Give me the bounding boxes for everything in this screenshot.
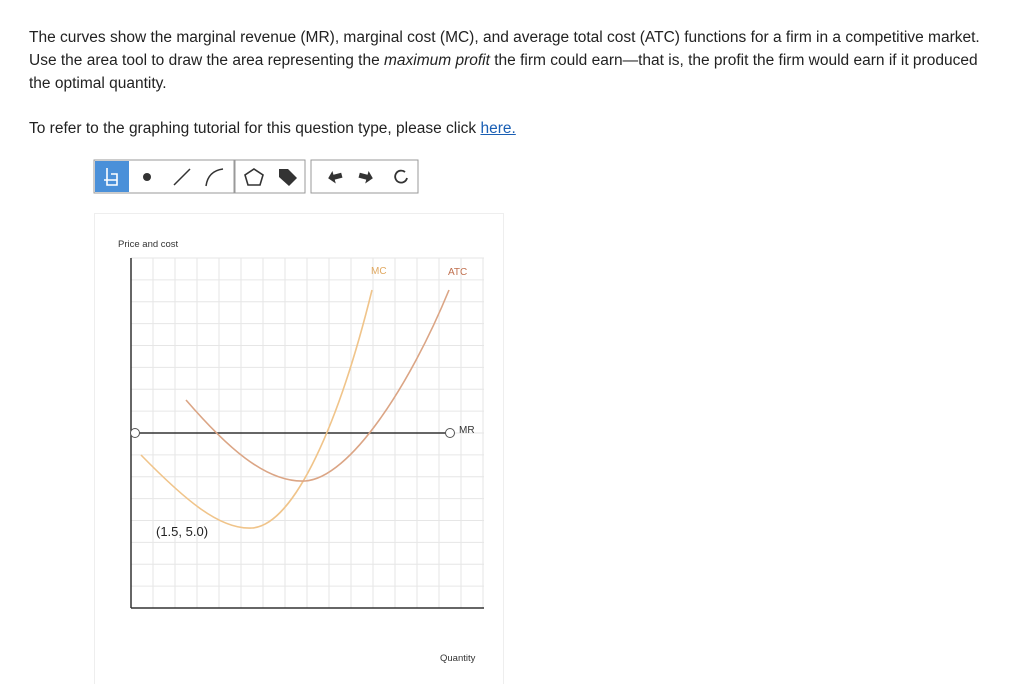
question-prompt: The curves show the marginal revenue (MR…: [29, 26, 997, 95]
undo-button[interactable]: [327, 169, 344, 185]
tutorial-text: To refer to the graphing tutorial for th…: [29, 120, 481, 137]
label-tool[interactable]: [279, 169, 297, 186]
select-tool[interactable]: [95, 161, 129, 192]
prompt-emphasis: maximum profit: [384, 52, 490, 69]
hand-icon: [104, 168, 118, 186]
area-tool[interactable]: [244, 168, 264, 186]
redo-button[interactable]: [357, 169, 374, 185]
graph-panel: [94, 213, 504, 684]
point-tool[interactable]: [143, 173, 151, 181]
toolbar: [93, 159, 419, 194]
tutorial-link[interactable]: here.: [480, 120, 516, 137]
curve-tool[interactable]: [205, 168, 224, 187]
prompt-text: the firm could earn—that is, the profit …: [29, 52, 978, 92]
prompt-text: The curves show the marginal revenue (MR…: [29, 29, 980, 69]
tutorial-note: To refer to the graphing tutorial for th…: [29, 117, 516, 140]
reset-button[interactable]: [394, 169, 408, 184]
line-tool[interactable]: [173, 168, 191, 186]
